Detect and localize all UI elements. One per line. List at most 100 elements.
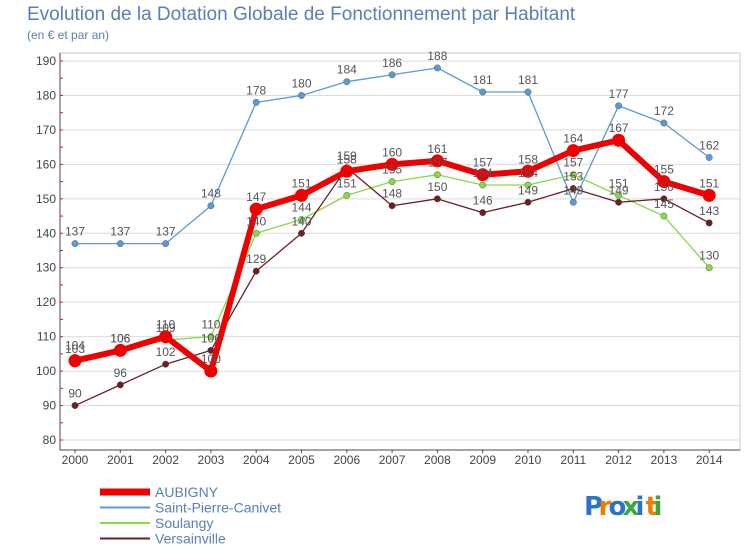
data-point-soulangy [207,333,215,341]
legend-item-aubigny: AUBIGNY [100,484,219,500]
data-label-saint-pierre-canivet: 172 [654,104,674,118]
logo-letter: x [623,492,640,522]
data-label-soulangy: 110 [201,318,220,332]
data-label-soulangy: 145 [654,197,674,211]
data-label-versainville: 96 [114,366,128,380]
x-tick-label: 2008 [424,453,451,467]
logo-letter: r [599,492,612,522]
logo-letter: i [636,492,645,522]
data-label-aubigny: 151 [699,176,719,190]
data-label-saint-pierre-canivet: 137 [65,225,85,239]
data-label-saint-pierre-canivet: 186 [382,56,402,70]
x-tick-label: 2006 [333,453,360,467]
logo-letter: t [646,492,658,522]
x-tick-label: 2002 [152,453,179,467]
data-label-versainville: 149 [609,183,629,197]
data-point-aubigny [385,157,399,171]
data-point-soulangy [524,181,532,189]
y-tick-label: 100 [36,364,56,378]
y-tick-label: 110 [37,330,56,344]
x-tick-label: 2009 [469,453,496,467]
data-label-aubigny: 103 [65,342,85,356]
x-tick-label: 2000 [62,453,89,467]
data-label-saint-pierre-canivet: 178 [246,83,266,97]
data-point-soulangy [298,216,305,223]
data-point-aubigny [204,364,218,378]
data-label-saint-pierre-canivet: 137 [110,225,130,239]
legend-label: AUBIGNY [155,484,219,500]
data-point-saint-pierre-canivet [116,240,124,248]
data-point-saint-pierre-canivet [705,154,713,161]
data-label-saint-pierre-canivet: 162 [699,138,719,152]
data-point-soulangy [615,191,622,199]
data-label-soulangy: 130 [699,249,719,263]
x-tick-label: 2007 [379,453,406,467]
data-label-saint-pierre-canivet: 181 [518,73,538,87]
data-label-aubigny: 158 [518,152,538,166]
x-tick-label: 2014 [696,453,723,467]
data-label-saint-pierre-canivet: 149 [563,183,583,197]
x-tick-label: 2010 [515,453,542,467]
data-label-soulangy: 109 [156,321,176,335]
data-point-saint-pierre-canivet [524,88,532,96]
data-label-aubigny: 151 [291,176,311,190]
x-tick-label: 2001 [107,453,134,467]
x-tick-label: 2012 [605,453,632,467]
data-point-versainville [298,229,305,237]
data-label-saint-pierre-canivet: 180 [291,76,311,90]
data-point-saint-pierre-canivet [252,98,260,106]
y-tick-label: 140 [36,226,56,240]
data-point-versainville [71,402,79,409]
data-point-versainville [388,202,396,210]
data-point-saint-pierre-canivet [433,64,441,72]
data-label-versainville: 153 [563,169,583,183]
x-tick-label: 2005 [288,453,315,467]
y-tick-label: 160 [36,157,56,171]
data-point-saint-pierre-canivet [615,102,622,110]
data-point-soulangy [705,264,713,272]
data-label-saint-pierre-canivet: 181 [473,73,493,87]
data-label-versainville: 102 [156,345,176,359]
data-label-versainville: 149 [518,183,538,197]
legend-label: Soulangy [155,515,213,531]
data-point-aubigny [249,202,263,216]
data-label-soulangy: 157 [563,156,583,170]
x-tick-label: 2003 [198,453,225,467]
data-point-aubigny [430,154,444,168]
data-point-saint-pierre-canivet [479,88,487,96]
data-label-aubigny: 110 [156,318,175,332]
data-point-saint-pierre-canivet [569,198,577,206]
data-label-versainville: 148 [382,187,402,201]
data-label-versainville: 129 [246,252,266,266]
data-point-versainville [524,198,532,206]
data-label-soulangy: 151 [337,176,357,190]
data-label-versainville: 159 [337,149,357,163]
y-tick-label: 130 [36,261,56,275]
data-label-aubigny: 147 [246,190,266,204]
data-label-soulangy: 157 [427,156,447,170]
logo-letter: i [654,492,663,522]
x-tick-label: 2004 [243,453,270,467]
data-point-versainville [660,195,668,203]
data-label-soulangy: 140 [246,214,266,228]
data-point-soulangy [388,178,396,185]
data-label-versainville: 143 [699,204,719,218]
data-point-aubigny [657,175,671,189]
plot-area [59,52,741,451]
data-point-aubigny [295,188,308,202]
logo-letter: P [584,492,603,522]
data-label-aubigny: 157 [473,156,493,170]
y-tick-label: 120 [36,295,56,309]
data-point-aubigny [476,168,490,182]
data-label-aubigny: 167 [609,121,629,135]
data-label-soulangy: 155 [382,163,402,177]
data-point-soulangy [252,229,260,237]
chart-title: Evolution de la Dotation Globale de Fonc… [27,4,576,25]
data-point-versainville [615,198,622,206]
data-label-soulangy: 104 [65,338,85,352]
data-label-versainville: 140 [291,214,311,228]
data-label-soulangy: 154 [473,166,493,180]
data-point-versainville [116,381,124,389]
